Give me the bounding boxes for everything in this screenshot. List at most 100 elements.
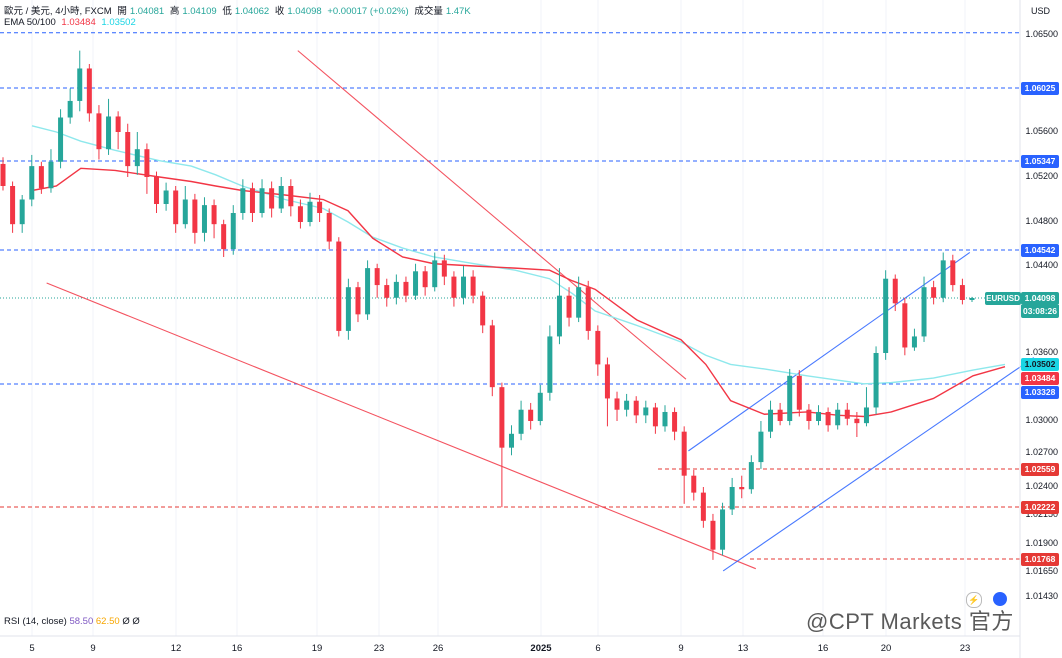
trendlines bbox=[46, 50, 1035, 572]
low-label: 低 bbox=[222, 6, 232, 17]
candle bbox=[374, 263, 380, 298]
candle bbox=[863, 387, 869, 427]
candle-body bbox=[374, 268, 380, 286]
volume-value: 1.47K bbox=[445, 6, 471, 17]
rsi-value-1: 58.50 bbox=[69, 616, 94, 627]
ema50-value: 1.03484 bbox=[61, 17, 96, 28]
candle bbox=[528, 402, 534, 430]
candle-body bbox=[307, 201, 313, 222]
currency-label[interactable]: USD bbox=[1031, 6, 1051, 16]
candle bbox=[249, 182, 255, 222]
price-tick-label: 1.03000 bbox=[1025, 415, 1058, 425]
candle bbox=[681, 426, 687, 504]
candle bbox=[106, 98, 112, 155]
time-tick-label: 23 bbox=[373, 643, 385, 654]
ema100-line bbox=[31, 125, 1006, 385]
candle bbox=[317, 195, 323, 222]
lightning-icon[interactable]: ⚡ bbox=[966, 592, 982, 608]
candle-body bbox=[863, 407, 869, 424]
candle-body bbox=[959, 285, 965, 300]
candle bbox=[86, 64, 92, 122]
candle-body bbox=[681, 431, 687, 476]
globe-icon[interactable] bbox=[993, 592, 1007, 606]
candle bbox=[844, 402, 850, 426]
candle bbox=[269, 181, 275, 218]
price-tick-label: 1.02400 bbox=[1025, 481, 1058, 491]
candle bbox=[873, 346, 879, 415]
candle-body bbox=[556, 295, 562, 337]
candle-body bbox=[67, 100, 73, 118]
candle-body bbox=[940, 260, 946, 298]
candle bbox=[796, 370, 802, 417]
candle-body bbox=[748, 462, 754, 490]
candle bbox=[489, 319, 495, 397]
candle-body bbox=[96, 113, 102, 150]
candle-body bbox=[336, 241, 342, 331]
candle-body bbox=[240, 188, 246, 213]
candle-body bbox=[403, 281, 409, 296]
candle bbox=[355, 281, 361, 323]
candle bbox=[278, 177, 284, 213]
candle bbox=[403, 276, 409, 303]
candle-body bbox=[230, 213, 236, 250]
candle-body bbox=[201, 205, 207, 233]
price-tick-label: 1.03600 bbox=[1025, 347, 1058, 357]
candle bbox=[192, 193, 198, 244]
candle bbox=[835, 402, 841, 430]
candle bbox=[163, 182, 169, 211]
candle bbox=[173, 186, 179, 233]
candle bbox=[787, 368, 793, 426]
rsi-label: RSI (14, close) bbox=[4, 616, 67, 627]
candle bbox=[739, 475, 745, 499]
price-tick-label: 1.01430 bbox=[1025, 591, 1058, 601]
price-tag: 1.04098 bbox=[1021, 292, 1059, 305]
candle-body bbox=[125, 132, 131, 167]
candle-body bbox=[768, 409, 774, 432]
candle-body bbox=[355, 287, 361, 315]
candle-body bbox=[77, 68, 83, 101]
candle bbox=[537, 384, 543, 426]
candle bbox=[931, 280, 937, 305]
time-tick-label: 9 bbox=[678, 643, 684, 654]
symbol-line[interactable]: 歐元 / 美元, 4小時, FXCM bbox=[4, 6, 112, 17]
candle bbox=[29, 154, 35, 207]
price-tag: 1.02222 bbox=[1021, 501, 1059, 514]
candle-body bbox=[48, 161, 54, 189]
candle-body bbox=[700, 492, 706, 521]
candle-body bbox=[796, 375, 802, 410]
header-ema[interactable]: EMA 50/100 1.03484 1.03502 bbox=[4, 17, 139, 28]
candle-body bbox=[0, 163, 6, 186]
candle-body bbox=[729, 487, 735, 510]
candle bbox=[470, 270, 476, 304]
candle bbox=[815, 405, 821, 426]
candle bbox=[345, 278, 351, 340]
time-tick-label: 5 bbox=[29, 643, 35, 654]
candle-body bbox=[480, 295, 486, 326]
candle-body bbox=[892, 278, 898, 304]
candle-body bbox=[633, 400, 639, 416]
candle-body bbox=[825, 411, 831, 426]
candle bbox=[77, 50, 83, 112]
price-tag: 1.04542 bbox=[1021, 244, 1059, 257]
candle-body bbox=[432, 260, 438, 288]
time-tick-label: 20 bbox=[880, 643, 892, 654]
candle bbox=[883, 270, 889, 360]
candle bbox=[288, 179, 294, 217]
price-tick-label: 1.02700 bbox=[1025, 447, 1058, 457]
candle bbox=[556, 268, 562, 345]
candle bbox=[576, 276, 582, 323]
candle-body bbox=[815, 411, 821, 421]
candle-body bbox=[58, 117, 64, 162]
candle bbox=[297, 199, 303, 229]
candle-body bbox=[758, 431, 764, 463]
candle bbox=[240, 179, 246, 220]
candle bbox=[461, 266, 467, 305]
candle-body bbox=[451, 276, 457, 298]
rsi-legend[interactable]: RSI (14, close) 58.50 62.50 Ø Ø bbox=[4, 616, 140, 627]
candle-body bbox=[921, 287, 927, 337]
candle bbox=[547, 325, 553, 401]
candle bbox=[413, 263, 419, 300]
candle bbox=[144, 143, 150, 194]
time-tick-label: 26 bbox=[432, 643, 444, 654]
